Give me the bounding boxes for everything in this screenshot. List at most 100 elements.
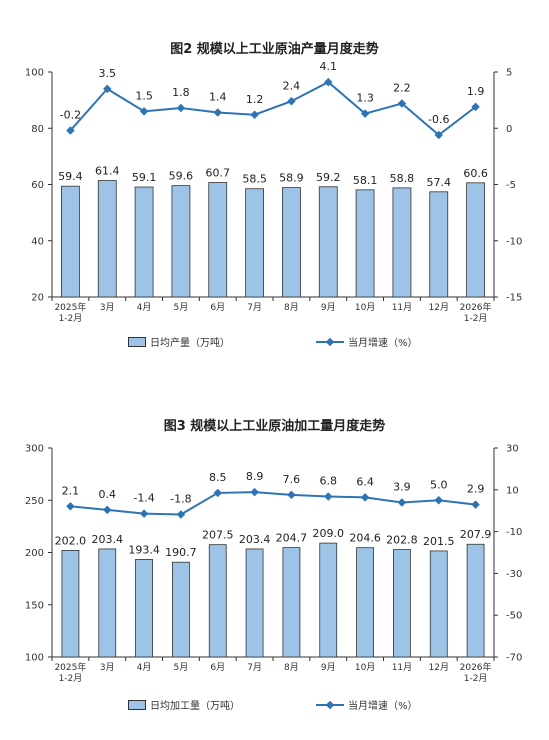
left-tick-label: 300: [25, 444, 44, 455]
bar: [319, 542, 338, 658]
x-tick-label: 7月: [247, 662, 262, 673]
line-point: [213, 108, 222, 117]
right-tick-label: -70: [506, 653, 522, 664]
bar-legend-swatch: [128, 699, 146, 710]
line-point: [176, 510, 186, 519]
line-data-label: -1.4: [133, 492, 154, 505]
bar-data-label: 59.1: [132, 171, 157, 184]
bar: [245, 548, 264, 658]
line-point: [213, 488, 222, 498]
line-data-label: 2.2: [393, 82, 411, 95]
bar: [466, 543, 485, 658]
left-tick-label: 250: [25, 496, 44, 507]
line-point: [250, 110, 259, 119]
chart-2-legend-bars: 日均加工量（万吨）: [128, 697, 240, 712]
line-point: [397, 498, 407, 507]
bar: [429, 191, 449, 298]
left-tick-label: 60: [31, 180, 44, 191]
line-point: [434, 496, 443, 505]
x-tick-label-line: 7月: [247, 662, 262, 673]
x-tick-label-line: 9月: [321, 302, 336, 313]
x-tick-label-line: 1-2月: [464, 673, 488, 684]
chart-1-legend-bars: 日均产量（万吨）: [128, 334, 230, 349]
line-data-label: 2.9: [467, 483, 485, 496]
bar: [172, 561, 190, 658]
line-data-label: 1.9: [467, 85, 485, 98]
x-tick-label: 12月: [429, 302, 449, 313]
x-tick-label-line: 4月: [137, 662, 152, 673]
bar-data-label: 59.6: [169, 170, 194, 183]
bar: [208, 182, 228, 298]
bar: [208, 544, 227, 658]
left-tick-label: 100: [25, 653, 44, 664]
x-tick-label: 9月: [321, 662, 336, 673]
x-tick-label: 8月: [284, 662, 299, 673]
bar-data-label: 58.8: [390, 172, 415, 185]
x-tick-label: 10月: [355, 662, 375, 673]
x-tick-label: 2025年 1-2月: [54, 661, 86, 684]
x-tick-label-line: 6月: [210, 302, 225, 313]
chart-1-legend-bar-label: 日均产量（万吨）: [150, 338, 230, 349]
bar-data-label: 58.9: [279, 172, 304, 185]
bar-data-label: 203.4: [239, 533, 271, 546]
x-tick-label: 6月: [210, 662, 225, 673]
x-tick-label: 3月: [100, 662, 115, 673]
right-tick-label: -50: [506, 611, 522, 622]
line-point: [103, 505, 112, 515]
x-tick-label-line: 11月: [392, 302, 412, 313]
x-tick-label-line: 2026年: [460, 661, 492, 673]
bar-legend-swatch: [128, 336, 146, 347]
bar: [97, 180, 117, 298]
x-tick-label-line: 1-2月: [59, 673, 83, 684]
x-tick-label-line: 6月: [210, 662, 225, 673]
bar-data-label: 59.2: [316, 171, 341, 184]
line-point: [324, 492, 333, 501]
bar: [245, 188, 264, 298]
bar: [61, 550, 80, 658]
line-data-label: 3.5: [99, 67, 117, 80]
bar: [392, 187, 412, 298]
left-tick-label: 80: [31, 124, 44, 135]
line-data-label: 1.4: [209, 91, 227, 104]
x-tick-label: 9月: [321, 302, 336, 313]
x-tick-label-line: 2025年: [54, 661, 86, 673]
chart-2-title: 图3 规模以上工业原油加工量月度走势: [163, 419, 386, 434]
x-tick-label-line: 7月: [247, 302, 262, 313]
bar: [98, 548, 117, 658]
right-tick-label: -10: [506, 527, 522, 538]
chart-1-legend-line: 当月增速（%）: [316, 334, 418, 349]
line-data-label: 1.8: [172, 86, 190, 99]
bar: [429, 550, 448, 658]
x-tick-label: 6月: [210, 302, 225, 313]
bar: [356, 547, 374, 658]
x-tick-label-line: 9月: [321, 662, 336, 673]
line-data-label: 1.2: [246, 93, 264, 106]
line-point: [66, 502, 75, 511]
line-point: [250, 487, 259, 497]
x-tick-label: 3月: [100, 302, 115, 313]
bar-data-label: 60.6: [463, 167, 488, 180]
line-point: [434, 130, 443, 140]
bar: [61, 185, 80, 298]
chart-1: 图2 规模以上工业原油产量月度走势 20 40 60 80 100 -15 -10 -5 0 5 2…: [0, 0, 549, 360]
line-data-label: 5.0: [430, 478, 448, 491]
bar: [282, 547, 301, 658]
line-data-label: 3.9: [393, 481, 411, 494]
left-tick-label: 100: [25, 68, 44, 79]
x-tick-label: 10月: [355, 302, 375, 313]
x-tick-label-line: 12月: [429, 662, 449, 673]
bar: [135, 558, 153, 658]
right-tick-label: 5: [506, 68, 512, 79]
chart-2-legend-line-label: 当月增速（%）: [348, 701, 418, 712]
line-data-label: 7.6: [283, 473, 301, 486]
line-data-label: 6.4: [356, 475, 374, 488]
bar: [134, 186, 154, 298]
x-tick-label: 11月: [392, 302, 412, 313]
bar: [318, 186, 338, 298]
chart-1-title: 图2 规模以上工业原油产量月度走势: [170, 42, 379, 57]
x-tick-label-line: 1-2月: [59, 313, 83, 324]
x-tick-label: 5月: [174, 302, 189, 313]
bar: [171, 185, 191, 298]
